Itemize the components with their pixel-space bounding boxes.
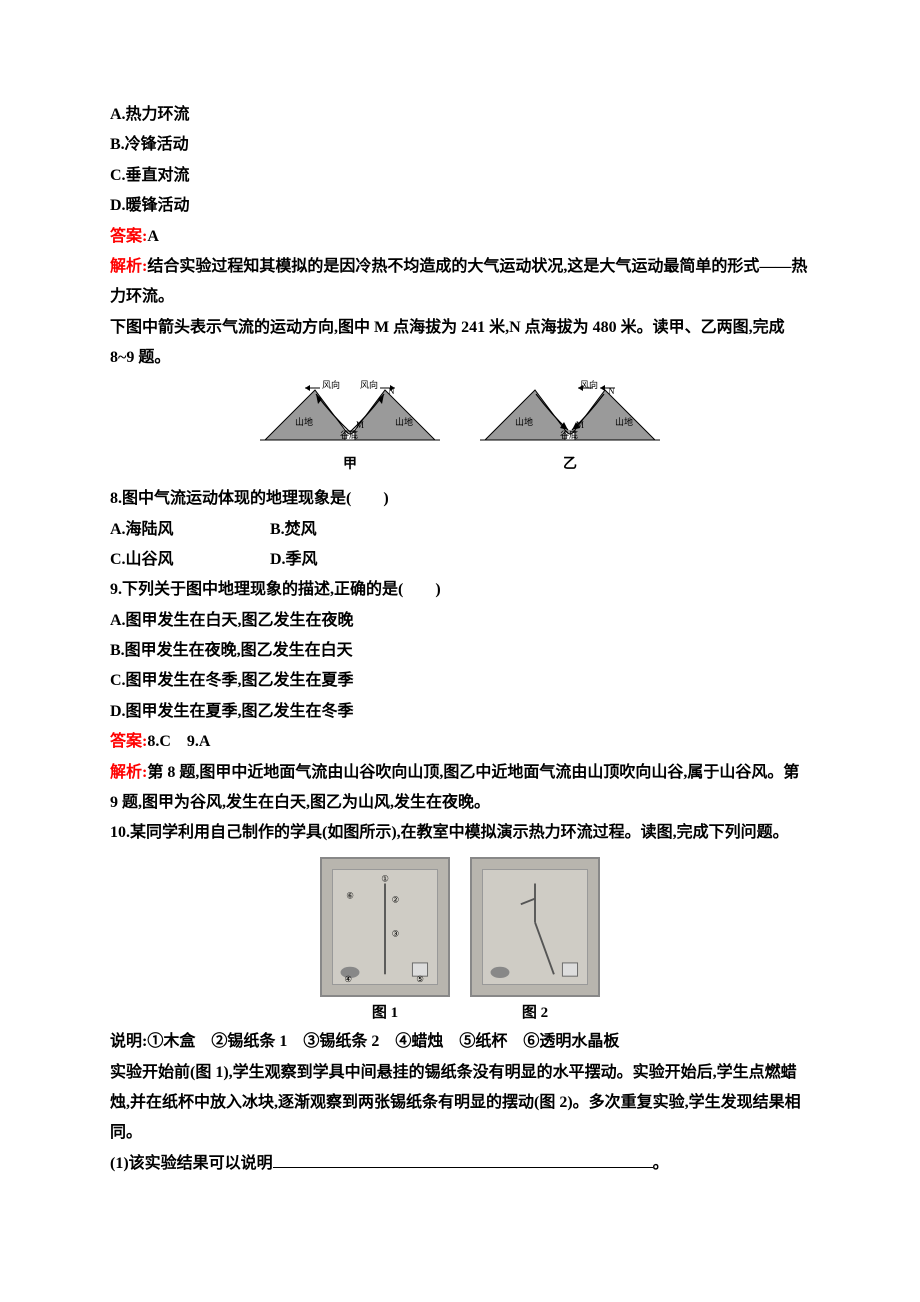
svg-text:⑥: ⑥	[346, 890, 354, 900]
label-wind-l: 风向	[322, 380, 340, 390]
label-wind-r: 风向	[360, 380, 378, 390]
q8-option-c: C.山谷风	[110, 545, 270, 575]
diagram-jia-svg: 山地 山地 谷底 风向 风向 M N	[260, 380, 440, 450]
q9-stem: 9.下列关于图中地理现象的描述,正确的是( )	[110, 575, 810, 605]
photo-2	[470, 857, 600, 997]
q10-sub1-period: 。	[653, 1155, 669, 1172]
q10-sub1-text: (1)该实验结果可以说明	[110, 1155, 273, 1172]
q10-body: 实验开始前(图 1),学生观察到学具中间悬挂的锡纸条没有明显的水平摆动。实验开始…	[110, 1058, 810, 1149]
label-mountain-r: 山地	[395, 416, 413, 427]
svg-text:②: ②	[392, 894, 400, 904]
answer-label: 答案:	[110, 228, 147, 245]
svg-text:山地: 山地	[615, 416, 633, 427]
caption-fig1: 图 1	[320, 999, 450, 1028]
q7-analysis: 结合实验过程知其模拟的是因冷热不均造成的大气运动状况,这是大气运动最简单的形式—…	[110, 258, 807, 305]
label-valley: 谷底	[340, 429, 358, 440]
ans89-line: 答案:8.C 9.A	[110, 727, 810, 757]
q7-option-b: B.冷锋活动	[110, 130, 810, 160]
caption-fig2: 图 2	[470, 999, 600, 1028]
q9-option-d: D.图甲发生在夏季,图乙发生在冬季	[110, 697, 810, 727]
q8-row1: A.海陆风 B.焚风	[110, 515, 810, 545]
diagram-jia: 山地 山地 谷底 风向 风向 M N 甲	[260, 380, 440, 479]
q10-legend: 说明:①木盒 ②锡纸条 1 ③锡纸条 2 ④蜡烛 ⑤纸杯 ⑥透明水晶板	[110, 1027, 810, 1057]
diagram-yi-svg: 山地 山地 谷底 风向 M N	[480, 380, 660, 450]
ans89-analysis: 解析:第 8 题,图甲中近地面气流由山谷吹向山顶,图乙中近地面气流由山顶吹向山谷…	[110, 758, 810, 819]
q7-option-a: A.热力环流	[110, 100, 810, 130]
q10-caption-row: 图 1 图 2	[110, 999, 810, 1028]
diagram-yi: 山地 山地 谷底 风向 M N 乙	[480, 380, 660, 479]
analysis-label-89: 解析:	[110, 764, 147, 781]
caption-yi: 乙	[563, 452, 577, 479]
label-m: M	[356, 420, 364, 430]
svg-text:山地: 山地	[515, 416, 533, 427]
svg-text:谷底: 谷底	[560, 429, 578, 440]
q8-stem: 8.图中气流运动体现的地理现象是( )	[110, 484, 810, 514]
label-mountain-l: 山地	[295, 416, 313, 427]
svg-text:M: M	[576, 420, 584, 430]
svg-text:③: ③	[392, 928, 400, 938]
ans89-analysis-text: 第 8 题,图甲中近地面气流由山谷吹向山顶,图乙中近地面气流由山顶吹向山谷,属于…	[110, 764, 799, 811]
svg-text:风向: 风向	[580, 380, 598, 390]
blank-line	[273, 1152, 653, 1168]
label-n: N	[388, 386, 395, 396]
q9-option-b: B.图甲发生在夜晚,图乙发生在白天	[110, 636, 810, 666]
photo-1: ① ⑥ ② ③ ④ ⑤	[320, 857, 450, 997]
diagram-row-89: 山地 山地 谷底 风向 风向 M N 甲 山地 山地 谷	[110, 380, 810, 479]
svg-text:④: ④	[344, 974, 352, 984]
q8-option-a: A.海陆风	[110, 515, 270, 545]
q7-analysis-line: 解析:结合实验过程知其模拟的是因冷热不均造成的大气运动状况,这是大气运动最简单的…	[110, 252, 810, 313]
svg-text:①: ①	[381, 873, 389, 883]
intro-8-9: 下图中箭头表示气流的运动方向,图中 M 点海拔为 241 米,N 点海拔为 48…	[110, 313, 810, 374]
q8-option-d: D.季风	[270, 545, 318, 575]
q7-option-d: D.暖锋活动	[110, 191, 810, 221]
q7-answer-line: 答案:A	[110, 222, 810, 252]
q10-sub1: (1)该实验结果可以说明 。	[110, 1149, 810, 1179]
q9-option-a: A.图甲发生在白天,图乙发生在夜晚	[110, 606, 810, 636]
analysis-label: 解析:	[110, 258, 147, 275]
q10-photo-row: ① ⑥ ② ③ ④ ⑤	[110, 857, 810, 997]
ans89-answer: 8.C 9.A	[147, 733, 210, 750]
q10-stem: 10.某同学利用自己制作的学具(如图所示),在教室中模拟演示热力环流过程。读图,…	[110, 818, 810, 848]
q8-row2: C.山谷风 D.季风	[110, 545, 810, 575]
q7-answer: A	[147, 228, 159, 245]
svg-text:⑤: ⑤	[416, 974, 424, 984]
caption-jia: 甲	[343, 452, 357, 479]
q8-option-b: B.焚风	[270, 515, 317, 545]
svg-text:N: N	[608, 386, 615, 396]
q7-option-c: C.垂直对流	[110, 161, 810, 191]
answer-label-89: 答案:	[110, 733, 147, 750]
q9-option-c: C.图甲发生在冬季,图乙发生在夏季	[110, 666, 810, 696]
